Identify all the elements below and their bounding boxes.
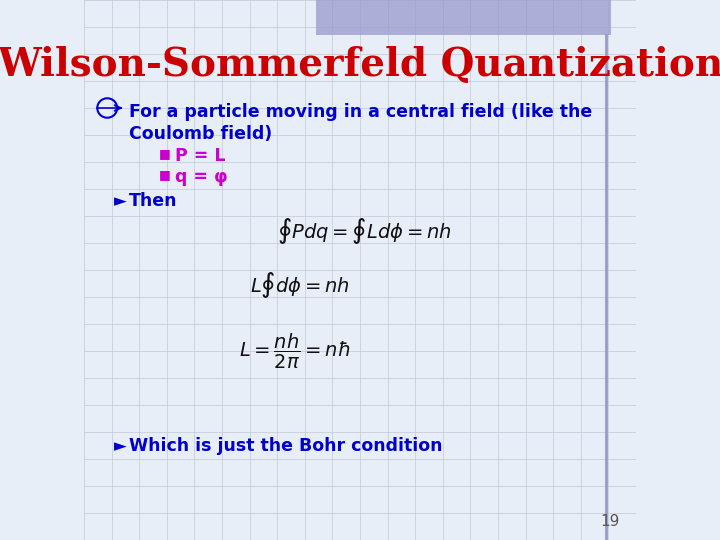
- Text: 19: 19: [600, 514, 619, 529]
- Text: ►: ►: [114, 437, 127, 455]
- Text: $L\oint d\phi = nh$: $L\oint d\phi = nh$: [250, 270, 349, 300]
- Text: $L = \dfrac{nh}{2\pi} = n\hbar$: $L = \dfrac{nh}{2\pi} = n\hbar$: [238, 332, 350, 371]
- Text: q = φ: q = φ: [175, 168, 228, 186]
- FancyBboxPatch shape: [316, 0, 611, 35]
- Text: For a particle moving in a central field (like the: For a particle moving in a central field…: [130, 103, 593, 120]
- Text: $\oint Pdq = \oint Ld\phi = nh$: $\oint Pdq = \oint Ld\phi = nh$: [277, 216, 452, 246]
- Text: Wilson-Sommerfeld Quantization: Wilson-Sommerfeld Quantization: [0, 46, 720, 84]
- Text: ■: ■: [158, 168, 171, 181]
- Text: ■: ■: [158, 147, 171, 160]
- Text: Which is just the Bohr condition: Which is just the Bohr condition: [130, 437, 443, 455]
- Text: P = L: P = L: [175, 147, 225, 165]
- Text: Coulomb field): Coulomb field): [130, 125, 273, 143]
- Text: ►: ►: [114, 192, 127, 210]
- Text: Then: Then: [130, 192, 178, 210]
